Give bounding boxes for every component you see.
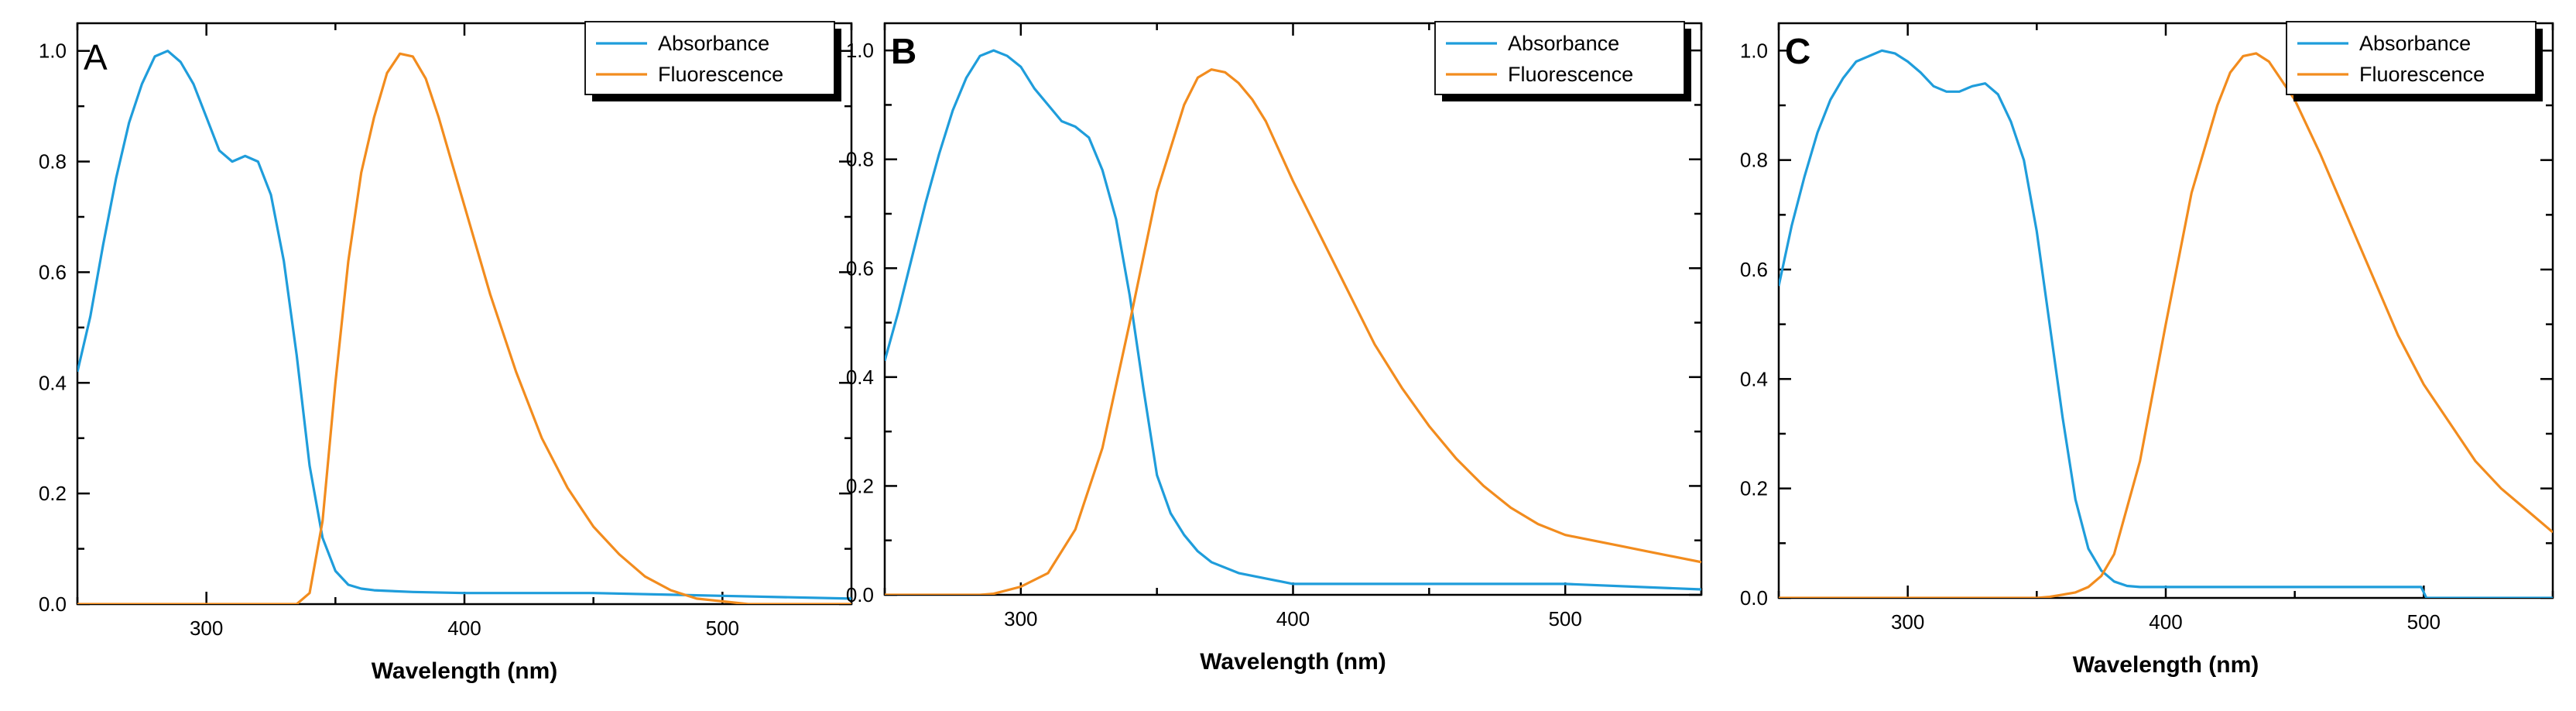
x-tick-label: 300 bbox=[1891, 610, 1924, 634]
x-tick-label: 400 bbox=[1276, 607, 1310, 630]
series-line-fluorescence bbox=[77, 52, 851, 604]
legend-box bbox=[584, 21, 835, 95]
panel-label: C bbox=[1785, 31, 1810, 71]
legend-box bbox=[1434, 21, 1685, 95]
y-tick-label: 1.0 bbox=[1740, 39, 1768, 62]
y-tick-label: 0.0 bbox=[846, 583, 874, 606]
y-tick-label: 0.6 bbox=[1740, 258, 1768, 281]
series-line-absorbance bbox=[885, 49, 1701, 591]
plot-frame bbox=[883, 22, 1703, 596]
plot-frame bbox=[1777, 22, 2554, 599]
chart-panel-a: 300 400 500 0.0 0.2 0.4 0.6 0.8 1.0 Wavelength (n… bbox=[39, 21, 853, 684]
x-tick-label: 400 bbox=[447, 617, 481, 640]
y-tick-label: 0.2 bbox=[846, 474, 874, 497]
plot-frame bbox=[76, 22, 853, 606]
series-line-fluorescence bbox=[1779, 52, 2553, 598]
legend-label: Absorbance bbox=[2359, 32, 2471, 55]
x-tick-label: 500 bbox=[1548, 607, 1581, 630]
chart-panel-c: 300 400 500 0.0 0.2 0.4 0.6 0.8 1.0 Wavelength (n… bbox=[1740, 21, 2554, 678]
y-tick-label: 1.0 bbox=[39, 40, 67, 63]
series-line-fluorescence bbox=[885, 68, 1701, 595]
x-axis-title: Wavelength (nm) bbox=[2073, 652, 2259, 678]
chart-panel-b: 300 400 500 0.0 0.2 0.4 0.6 0.8 1.0 Wavelength (n… bbox=[846, 21, 1703, 675]
y-tick-label: 0.2 bbox=[1740, 477, 1768, 500]
y-tick-label: 0.0 bbox=[39, 592, 67, 616]
x-tick-label: 300 bbox=[190, 617, 223, 640]
y-tick-label: 0.8 bbox=[39, 150, 67, 173]
legend-label: Fluorescence bbox=[2359, 63, 2485, 86]
y-tick-label: 0.2 bbox=[39, 482, 67, 505]
legend-label: Fluorescence bbox=[658, 63, 783, 86]
x-tick-label: 500 bbox=[2407, 610, 2441, 634]
y-tick-label: 0.4 bbox=[39, 371, 67, 394]
y-tick-label: 0.8 bbox=[846, 148, 874, 171]
y-tick-label: 0.6 bbox=[39, 260, 67, 283]
x-axis-title: Wavelength (nm) bbox=[1200, 649, 1386, 675]
y-tick-label: 0.6 bbox=[846, 256, 874, 280]
x-tick-label: 300 bbox=[1004, 607, 1037, 630]
panel-label: B bbox=[891, 31, 916, 71]
series-line-absorbance bbox=[77, 50, 851, 600]
legend-label: Absorbance bbox=[658, 32, 769, 55]
x-axis-title: Wavelength (nm) bbox=[372, 658, 558, 684]
y-tick-label: 0.4 bbox=[1740, 367, 1768, 390]
y-tick-label: 1.0 bbox=[846, 39, 874, 62]
y-tick-label: 0.4 bbox=[846, 366, 874, 389]
legend-label: Fluorescence bbox=[1508, 63, 1633, 86]
legend-label: Absorbance bbox=[1508, 32, 1619, 55]
legend-box bbox=[2286, 21, 2537, 95]
x-tick-label: 400 bbox=[2149, 610, 2182, 634]
panel-label: A bbox=[84, 37, 108, 77]
series-line-absorbance bbox=[1779, 49, 2553, 598]
y-tick-label: 0.8 bbox=[1740, 149, 1768, 172]
y-tick-label: 0.0 bbox=[1740, 586, 1768, 610]
x-tick-label: 500 bbox=[706, 617, 739, 640]
